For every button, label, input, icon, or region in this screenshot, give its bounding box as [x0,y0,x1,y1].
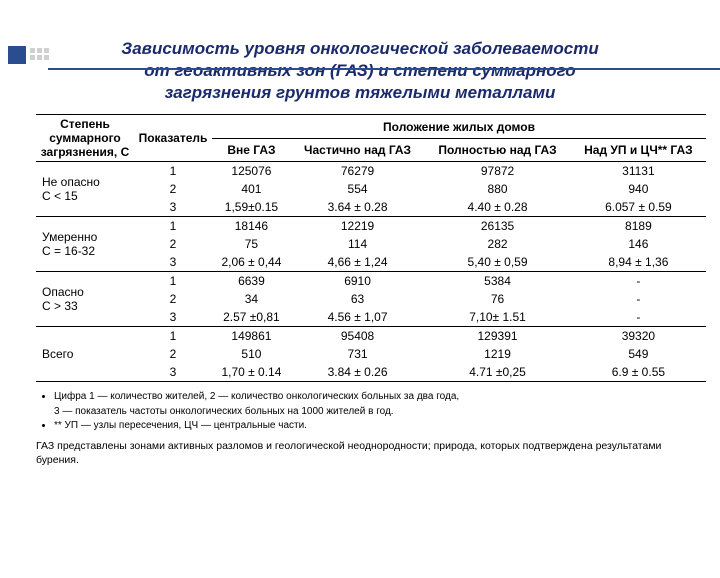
cell-value: 731 [291,345,424,363]
footnotes: Цифра 1 — количество жителей, 2 — количе… [36,390,706,467]
th-sub: Полностью над ГАЗ [424,138,571,162]
cell-value: 5,40 ± 0,59 [424,253,571,272]
cell-value: 146 [571,235,706,253]
cell-value: - [571,308,706,327]
title-line: Зависимость уровня онкологической заболе… [121,39,598,58]
cell-indicator: 3 [134,363,212,382]
cell-value: 6.057 ± 0.59 [571,198,706,217]
cell-indicator: 2 [134,180,212,198]
table-row: 275114282146 [36,235,706,253]
cell-value: 4.56 ± 1,07 [291,308,424,327]
cell-value: 149861 [212,327,291,346]
cell-value: 114 [291,235,424,253]
cell-value: 4,66 ± 1,24 [291,253,424,272]
table-row: 25107311219549 [36,345,706,363]
cell-value: 31131 [571,162,706,181]
cell-degree: Не опасноC < 15 [36,162,134,217]
cell-indicator: 2 [134,235,212,253]
cell-value: - [571,290,706,308]
header-rule [48,68,720,70]
cell-value: - [571,272,706,291]
decor-square-large [8,46,26,64]
cell-value: 510 [212,345,291,363]
cell-value: 76 [424,290,571,308]
cell-indicator: 1 [134,272,212,291]
cell-indicator: 3 [134,308,212,327]
table-row: УмеренноC = 16-3211814612219261358189 [36,217,706,236]
cell-indicator: 1 [134,217,212,236]
cell-indicator: 3 [134,253,212,272]
title-line: от геоактивных зон (ГАЗ) и степени сумма… [144,61,575,80]
cell-indicator: 3 [134,198,212,217]
cell-value: 63 [291,290,424,308]
cell-value: 2.57 ±0,81 [212,308,291,327]
footnote-item: ** УП — узлы пересечения, ЦЧ — центральн… [54,419,706,433]
cell-value: 4.40 ± 0.28 [424,198,571,217]
table-row: 2401554880940 [36,180,706,198]
cell-value: 34 [212,290,291,308]
cell-value: 39320 [571,327,706,346]
footnote-item: 3 — показатель частоты онкологических бо… [54,405,706,419]
table-row: 2346376- [36,290,706,308]
data-table-wrap: Степень суммарного загрязнения, C Показа… [36,114,706,382]
cell-degree: ОпасноC > 33 [36,272,134,327]
title-line: загрязнения грунтов тяжелыми металлами [165,83,556,102]
cell-value: 3.84 ± 0.26 [291,363,424,382]
cell-value: 8189 [571,217,706,236]
cell-value: 1,59±0.15 [212,198,291,217]
cell-value: 1,70 ± 0.14 [212,363,291,382]
data-table: Степень суммарного загрязнения, C Показа… [36,114,706,382]
table-row: ОпасноC > 331663969105384- [36,272,706,291]
cell-value: 6639 [212,272,291,291]
cell-value: 5384 [424,272,571,291]
footnote-item: Цифра 1 — количество жителей, 2 — количе… [54,390,706,404]
th-sub: Частично над ГАЗ [291,138,424,162]
cell-indicator: 2 [134,290,212,308]
cell-value: 401 [212,180,291,198]
cell-degree: УмеренноC = 16-32 [36,217,134,272]
cell-value: 26135 [424,217,571,236]
decor-square-grid [30,48,51,62]
cell-value: 282 [424,235,571,253]
footnote-main: ГАЗ представлены зонами активных разломо… [36,439,706,467]
cell-value: 125076 [212,162,291,181]
table-row: Всего11498619540812939139320 [36,327,706,346]
table-row: 32,06 ± 0,444,66 ± 1,245,40 ± 0,598,94 ±… [36,253,706,272]
cell-value: 4.71 ±0,25 [424,363,571,382]
cell-value: 880 [424,180,571,198]
cell-value: 1219 [424,345,571,363]
table-row: 31,59±0.153.64 ± 0.284.40 ± 0.286.057 ± … [36,198,706,217]
cell-value: 940 [571,180,706,198]
table-row: 31,70 ± 0.143.84 ± 0.264.71 ±0,256.9 ± 0… [36,363,706,382]
cell-degree: Всего [36,327,134,382]
cell-value: 8,94 ± 1,36 [571,253,706,272]
cell-indicator: 1 [134,162,212,181]
th-sub: Вне ГАЗ [212,138,291,162]
cell-value: 129391 [424,327,571,346]
table-row: 32.57 ±0,814.56 ± 1,077,10± 1.51- [36,308,706,327]
th-indicator: Показатель [134,115,212,162]
th-degree: Степень суммарного загрязнения, C [36,115,134,162]
cell-indicator: 1 [134,327,212,346]
cell-value: 75 [212,235,291,253]
corner-decoration [8,46,51,64]
cell-value: 95408 [291,327,424,346]
footnote-list: Цифра 1 — количество жителей, 2 — количе… [36,390,706,433]
cell-value: 12219 [291,217,424,236]
cell-value: 554 [291,180,424,198]
cell-value: 6.9 ± 0.55 [571,363,706,382]
cell-value: 549 [571,345,706,363]
cell-value: 7,10± 1.51 [424,308,571,327]
cell-value: 18146 [212,217,291,236]
cell-indicator: 2 [134,345,212,363]
cell-value: 97872 [424,162,571,181]
page-title: Зависимость уровня онкологической заболе… [40,38,680,104]
th-group: Положение жилых домов [212,115,706,139]
cell-value: 76279 [291,162,424,181]
cell-value: 2,06 ± 0,44 [212,253,291,272]
cell-value: 6910 [291,272,424,291]
th-sub: Над УП и ЦЧ** ГАЗ [571,138,706,162]
table-row: Не опасноC < 151125076762799787231131 [36,162,706,181]
cell-value: 3.64 ± 0.28 [291,198,424,217]
